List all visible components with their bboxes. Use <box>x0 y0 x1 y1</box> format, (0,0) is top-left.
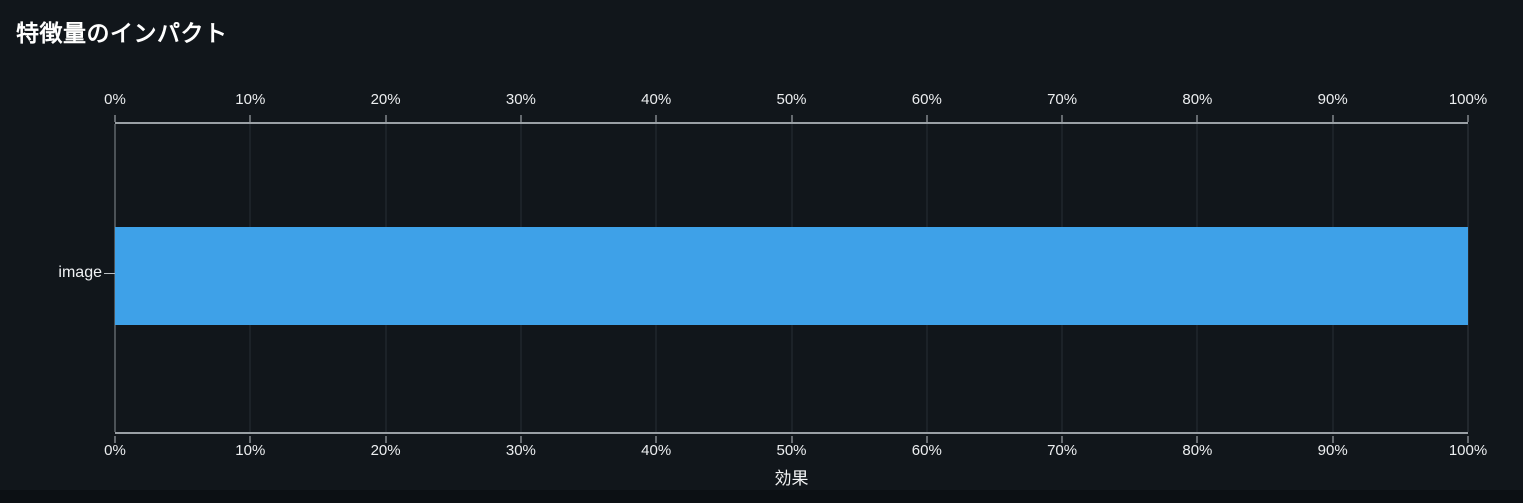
top-axis-ticks <box>114 115 1469 122</box>
x-tick-label-bottom: 80% <box>1182 442 1213 459</box>
plot-area <box>114 122 1469 434</box>
axis-tick <box>1061 115 1063 122</box>
x-tick-label-bottom: 30% <box>505 442 536 459</box>
axis-tick <box>926 115 928 122</box>
axis-tick <box>249 436 251 443</box>
axis-tick <box>1332 436 1334 443</box>
x-tick-label-bottom: 100% <box>1448 442 1488 459</box>
axis-tick <box>114 436 116 443</box>
x-tick-label-bottom: 60% <box>911 442 942 459</box>
x-tick-label-top: 90% <box>1317 91 1348 108</box>
axis-tick <box>655 115 657 122</box>
bottom-strip <box>0 490 1523 503</box>
axis-tick <box>1061 436 1063 443</box>
axis-tick <box>1332 115 1334 122</box>
axis-tick <box>1467 436 1469 443</box>
axis-tick <box>520 436 522 443</box>
bottom-axis-labels: 0% 10% 20% 30% 40% 50% 60% 70% 80% 90% 1… <box>104 441 1487 461</box>
x-tick-label-bottom: 90% <box>1317 442 1348 459</box>
x-tick-label-top: 70% <box>1047 91 1078 108</box>
x-tick-label-bottom: 0% <box>104 442 126 459</box>
chart-title: 特徴量のインパクト <box>16 20 228 46</box>
y-category-tick <box>104 273 115 274</box>
x-tick-label-bottom: 40% <box>641 442 672 459</box>
x-tick-label-top: 80% <box>1182 91 1213 108</box>
axis-tick <box>385 115 387 122</box>
axis-tick <box>520 115 522 122</box>
axis-tick <box>791 436 792 443</box>
gridline <box>1467 124 1469 432</box>
axis-tick <box>114 115 116 122</box>
axis-tick <box>1467 115 1469 122</box>
x-tick-label-bottom: 20% <box>370 442 401 459</box>
axis-tick <box>655 436 657 443</box>
x-tick-label-top: 0% <box>104 91 126 108</box>
top-axis-labels: 0% 10% 20% 30% 40% 50% 60% 70% 80% 90% 1… <box>104 90 1487 110</box>
x-tick-label-top: 50% <box>776 91 807 108</box>
axis-tick <box>1196 115 1198 122</box>
y-category-label: image <box>58 264 102 281</box>
x-tick-label-bottom: 50% <box>776 442 807 459</box>
x-tick-label-top: 10% <box>235 91 266 108</box>
axis-tick <box>1196 436 1198 443</box>
axis-tick <box>249 115 251 122</box>
x-tick-label-top: 60% <box>911 91 942 108</box>
axis-tick <box>385 436 387 443</box>
axis-tick <box>926 436 928 443</box>
x-tick-label-top: 20% <box>370 91 401 108</box>
x-tick-label-top: 30% <box>505 91 536 108</box>
x-tick-label-bottom: 70% <box>1047 442 1078 459</box>
x-axis-title: 効果 <box>774 469 809 488</box>
x-tick-label-top: 40% <box>641 91 672 108</box>
axis-tick <box>791 115 792 122</box>
impact-bar-image[interactable] <box>115 227 1468 325</box>
x-tick-label-bottom: 10% <box>235 442 266 459</box>
x-tick-label-top: 100% <box>1448 91 1488 108</box>
bottom-axis-ticks <box>114 436 1469 443</box>
